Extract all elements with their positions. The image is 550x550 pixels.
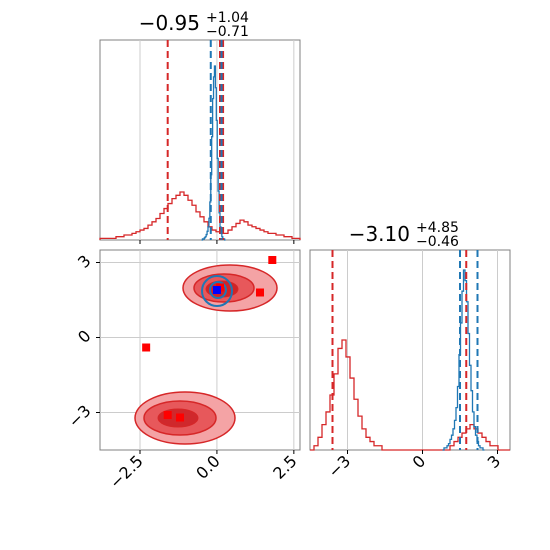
- blue-marker: [212, 286, 221, 294]
- blue-histogram: [442, 269, 485, 451]
- red-marker: [176, 413, 184, 422]
- contour-blue-outer: [201, 275, 233, 307]
- joint-contour-panel: −2.5 0.0 2.5 3 0 −3: [64, 249, 301, 492]
- x-tick-label: −2.5: [106, 451, 147, 492]
- marginal-x-title-lower: −0.71: [206, 24, 249, 40]
- red-marker: [142, 343, 151, 352]
- x-tick-label: 3: [484, 451, 505, 472]
- y-tick-label: 0: [74, 326, 95, 347]
- x-tick-label: 0.0: [192, 451, 223, 482]
- red-marker: [256, 288, 264, 297]
- x-tick-label: 2.5: [269, 451, 300, 482]
- marginal-hist-y-panel: −3 0 3 −3.10 +4.85 −0.46: [309, 220, 511, 482]
- marginal-x-title-upper: +1.04: [206, 10, 249, 26]
- marginal-y-title-lower: −0.46: [416, 234, 459, 250]
- contour-blue-inner: [209, 281, 227, 299]
- joint-contours: [134, 264, 278, 445]
- marginal-hist-x-panel: −0.95 +1.04 −0.71: [99, 10, 301, 244]
- x-tick-label: 0: [409, 451, 430, 472]
- marginal-y-title-value: −3.10: [349, 222, 410, 246]
- marginal-x-title-value: −0.95: [139, 11, 200, 35]
- y-tick-label: −3: [64, 401, 94, 431]
- red-marker: [268, 256, 277, 264]
- red-histogram: [99, 191, 301, 240]
- marginal-y-title-upper: +4.85: [416, 220, 459, 236]
- x-tick-label: −3: [324, 451, 354, 481]
- red-marker: [163, 411, 172, 419]
- y-tick-label: 3: [74, 251, 95, 272]
